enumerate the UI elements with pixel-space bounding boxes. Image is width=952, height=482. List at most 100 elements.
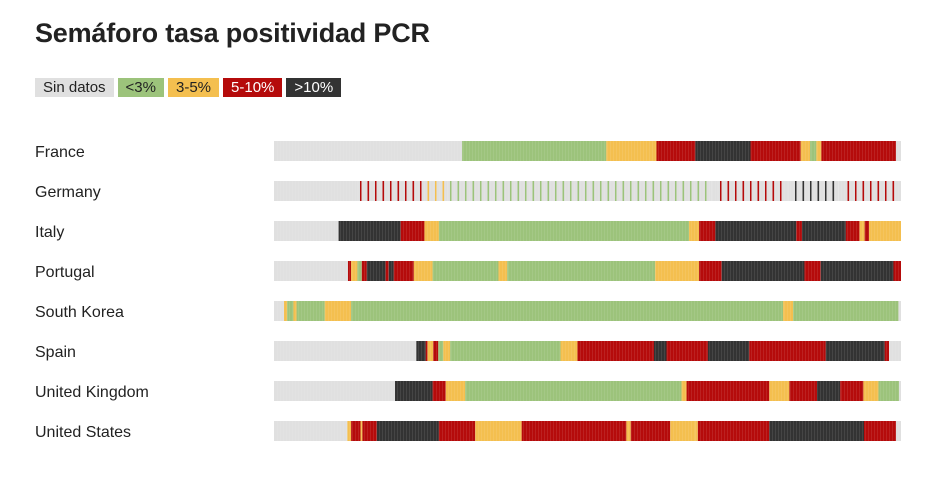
day-stripe: [508, 221, 509, 241]
day-stripe: [577, 181, 578, 201]
day-stripe: [478, 261, 479, 281]
day-stripe: [610, 141, 611, 161]
day-stripe: [526, 421, 527, 441]
day-stripe: [847, 421, 848, 441]
day-stripe: [325, 141, 326, 161]
day-stripe: [649, 141, 650, 161]
day-stripe: [709, 381, 710, 401]
day-stripe: [832, 341, 833, 361]
day-stripe: [607, 181, 608, 201]
segment-vhigh: [820, 261, 894, 281]
day-stripe: [859, 221, 860, 241]
day-stripe: [364, 261, 365, 281]
day-stripe: [766, 341, 767, 361]
day-stripe: [484, 301, 485, 321]
day-stripe: [418, 301, 419, 321]
day-stripe: [349, 341, 350, 361]
day-stripe: [631, 421, 632, 441]
day-stripe: [844, 421, 845, 441]
day-stripe: [316, 181, 317, 201]
day-stripe: [511, 421, 512, 441]
day-stripe: [871, 341, 872, 361]
day-stripe: [511, 341, 512, 361]
day-stripe: [460, 141, 461, 161]
day-stripe: [349, 181, 350, 201]
day-stripe: [535, 381, 536, 401]
day-stripe: [322, 301, 323, 321]
day-tick-low: [660, 181, 662, 201]
day-stripe: [325, 421, 326, 441]
day-stripe: [391, 141, 392, 161]
day-stripe: [415, 341, 416, 361]
day-stripe: [751, 261, 752, 281]
day-stripe: [403, 341, 404, 361]
day-stripe: [718, 381, 719, 401]
day-stripe: [694, 181, 695, 201]
day-stripe: [628, 301, 629, 321]
day-stripe: [769, 181, 770, 201]
day-stripe: [694, 381, 695, 401]
day-stripe: [670, 381, 671, 401]
day-stripe: [778, 421, 779, 441]
day-stripe: [298, 181, 299, 201]
day-stripe: [382, 381, 383, 401]
segment-low: [507, 261, 656, 281]
day-stripe: [628, 421, 629, 441]
day-stripe: [868, 141, 869, 161]
day-stripe: [634, 341, 635, 361]
day-stripe: [820, 301, 821, 321]
day-stripe: [508, 261, 509, 281]
day-stripe: [787, 381, 788, 401]
day-stripe: [895, 381, 896, 401]
day-stripe: [346, 181, 347, 201]
segment-high: [666, 341, 708, 361]
day-stripe: [868, 301, 869, 321]
day-stripe: [571, 141, 572, 161]
day-stripe: [721, 261, 722, 281]
day-stripe: [856, 301, 857, 321]
day-stripe: [532, 421, 533, 441]
day-stripe: [850, 341, 851, 361]
day-stripe: [304, 181, 305, 201]
day-stripe: [556, 261, 557, 281]
day-tick-high: [742, 181, 745, 201]
day-stripe: [883, 221, 884, 241]
day-stripe: [619, 381, 620, 401]
day-stripe: [580, 261, 581, 281]
segment-high: [362, 421, 377, 441]
day-stripe: [706, 221, 707, 241]
day-stripe: [364, 421, 365, 441]
day-stripe: [433, 181, 434, 201]
day-stripe: [478, 301, 479, 321]
day-stripe: [835, 181, 836, 201]
day-stripe: [367, 261, 368, 281]
day-stripe: [340, 221, 341, 241]
day-stripe: [529, 301, 530, 321]
day-stripe: [484, 381, 485, 401]
day-stripe: [673, 141, 674, 161]
day-tick-low: [577, 181, 580, 201]
day-stripe: [760, 421, 761, 441]
segment-vhigh: [816, 381, 841, 401]
day-stripe: [811, 301, 812, 321]
day-stripe: [616, 341, 617, 361]
country-label: Italy: [35, 224, 64, 241]
day-stripe: [532, 341, 533, 361]
day-tick-high: [412, 181, 415, 201]
day-stripe: [526, 341, 527, 361]
day-stripe: [763, 301, 764, 321]
day-stripe: [745, 381, 746, 401]
day-stripe: [694, 141, 695, 161]
day-stripe: [685, 341, 686, 361]
day-stripe: [352, 341, 353, 361]
day-stripe: [385, 381, 386, 401]
day-stripe: [448, 301, 449, 321]
day-stripe: [598, 261, 599, 281]
day-stripe: [892, 261, 893, 281]
day-stripe: [382, 261, 383, 281]
day-stripe: [871, 301, 872, 321]
day-stripe: [739, 141, 740, 161]
day-stripe: [793, 341, 794, 361]
day-stripe: [679, 221, 680, 241]
segment-high: [630, 421, 671, 441]
